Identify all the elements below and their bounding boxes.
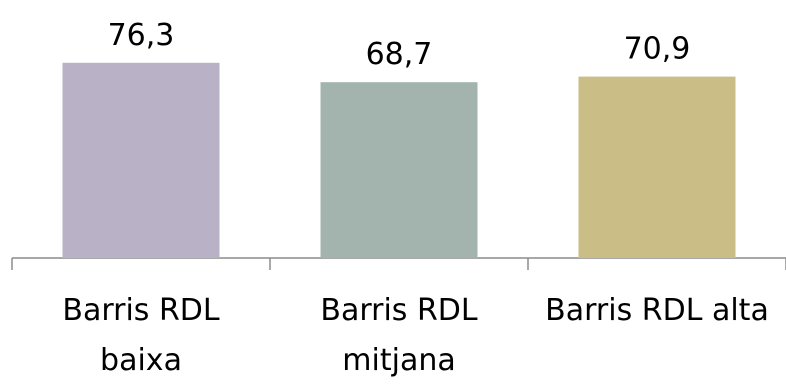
data-label: 76,3 xyxy=(108,18,175,53)
category-label-line: mitjana xyxy=(342,343,455,378)
bar xyxy=(320,82,478,258)
bar xyxy=(62,62,220,258)
category-label: Barris RDL mitjana xyxy=(320,293,478,378)
category-label-line: Barris RDL xyxy=(320,293,478,328)
bar xyxy=(578,76,736,258)
data-label: 68,7 xyxy=(366,37,433,72)
category-label-line: Barris RDL alta xyxy=(545,293,769,328)
category-label: Barris RDL baixa xyxy=(62,293,220,378)
category-label-line: Barris RDL xyxy=(62,293,220,328)
category-label: Barris RDL alta xyxy=(545,293,769,328)
data-labels: 76,3 68,7 70,9 xyxy=(108,18,691,72)
bars xyxy=(62,62,736,258)
category-label-line: baixa xyxy=(100,343,182,378)
category-axis xyxy=(11,257,786,270)
data-label: 70,9 xyxy=(624,32,691,67)
